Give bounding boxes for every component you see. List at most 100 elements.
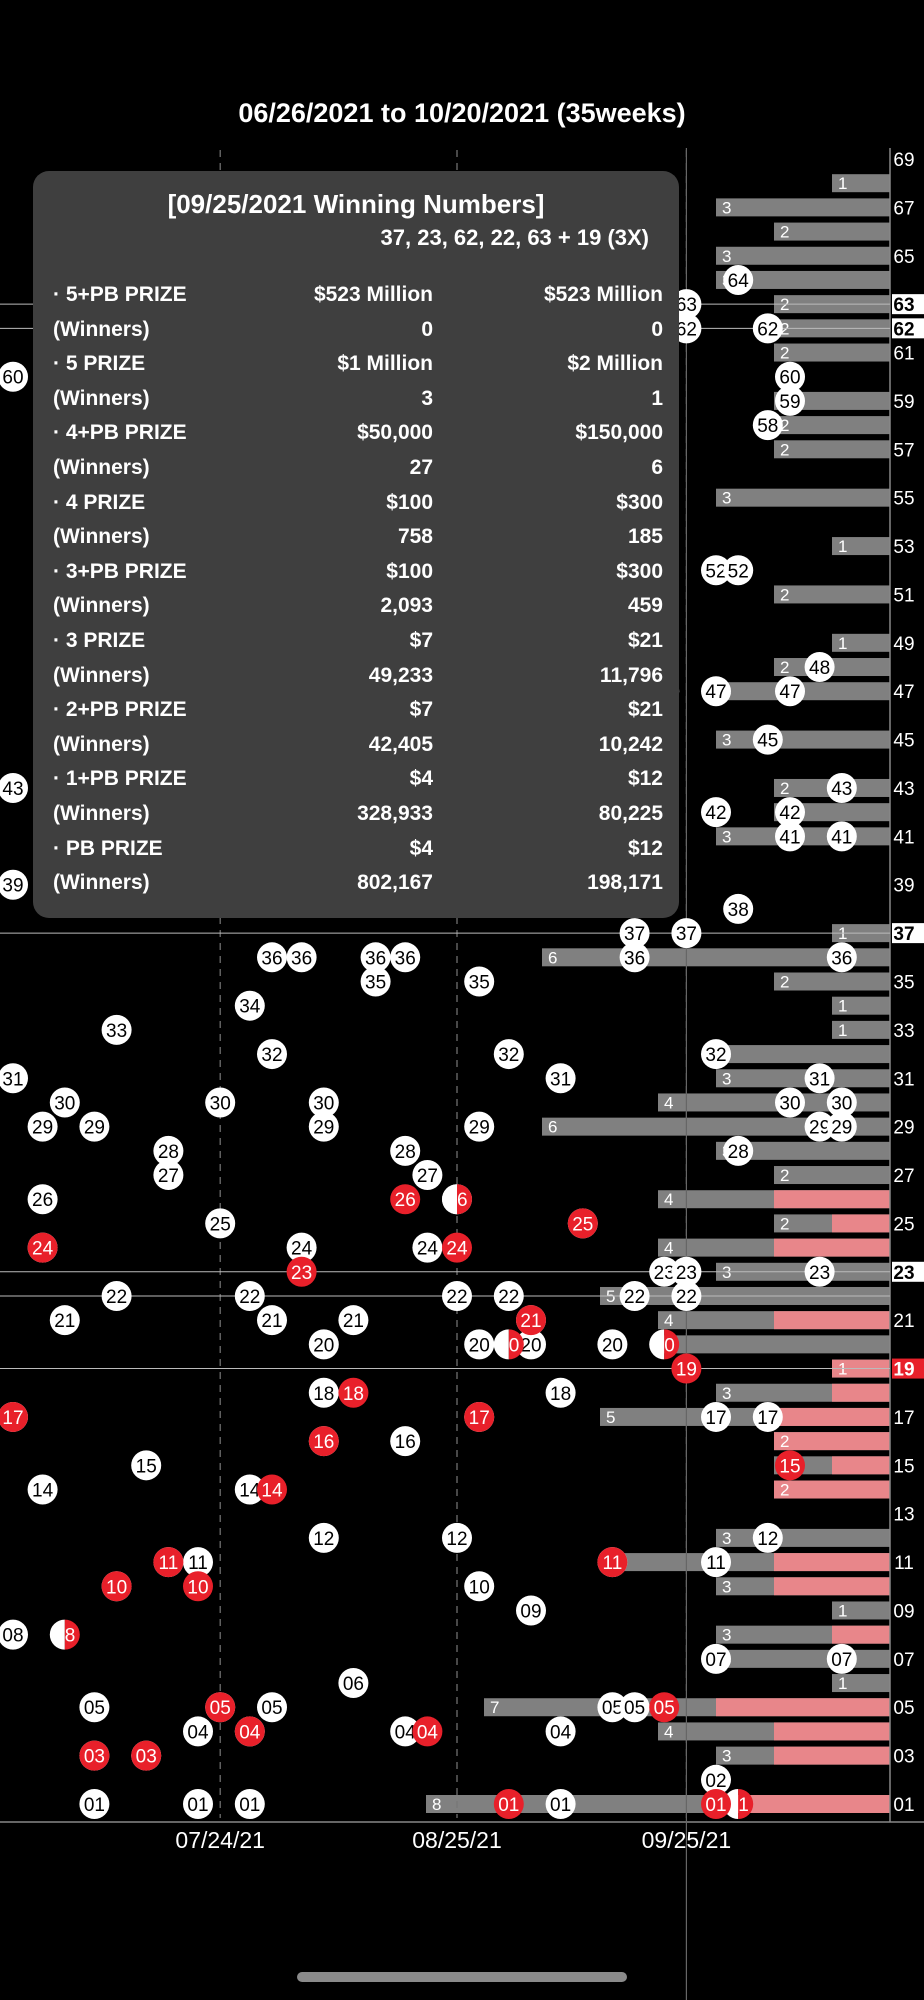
ball-marker[interactable]: 11: [183, 1547, 213, 1578]
ball-marker[interactable]: 31: [545, 1063, 576, 1094]
ball-marker[interactable]: 14: [234, 1474, 265, 1505]
ball-marker[interactable]: 22: [101, 1280, 132, 1311]
ball-marker[interactable]: 20: [516, 1329, 546, 1360]
ball-marker[interactable]: 21: [257, 1305, 287, 1336]
ball-marker[interactable]: 10: [464, 1571, 495, 1602]
powerball-marker[interactable]: 15: [775, 1450, 805, 1481]
ball-marker[interactable]: 15: [131, 1450, 162, 1481]
ball-marker[interactable]: 34: [234, 990, 265, 1021]
ball-marker[interactable]: 04: [183, 1716, 213, 1747]
powerball-marker[interactable]: 18: [338, 1377, 369, 1408]
powerball-marker[interactable]: 14: [257, 1474, 287, 1505]
ball-marker[interactable]: 35: [360, 966, 391, 997]
ball-marker[interactable]: 42: [701, 797, 731, 828]
powerball-marker[interactable]: 11: [597, 1547, 628, 1578]
ball-marker[interactable]: 20: [308, 1329, 339, 1360]
powerball-marker[interactable]: 10: [101, 1571, 132, 1602]
ball-marker[interactable]: 60: [775, 361, 805, 392]
ball-marker[interactable]: 24: [286, 1232, 317, 1263]
ball-marker[interactable]: 23: [671, 1256, 702, 1287]
ball-marker[interactable]: 36: [286, 942, 317, 973]
ball-marker[interactable]: 38: [723, 893, 754, 924]
ball-marker[interactable]: 62: [752, 313, 783, 344]
powerball-marker[interactable]: 01: [493, 1789, 524, 1819]
ball-marker[interactable]: 01: [79, 1789, 110, 1819]
ball-marker[interactable]: 32: [701, 1039, 731, 1070]
ball-marker[interactable]: 41: [775, 821, 805, 852]
ball-marker[interactable]: 37: [619, 918, 650, 949]
ball-marker[interactable]: 36: [360, 942, 391, 973]
ball-marker[interactable]: 33: [101, 1014, 132, 1045]
ball-marker[interactable]: 20: [649, 1329, 680, 1360]
ball-marker[interactable]: 26: [27, 1184, 58, 1215]
ball-marker[interactable]: 23: [649, 1256, 680, 1287]
ball-marker[interactable]: 01: [545, 1789, 576, 1819]
ball-marker[interactable]: 02: [701, 1764, 731, 1795]
ball-marker[interactable]: 05: [257, 1692, 287, 1723]
ball-marker[interactable]: 28: [723, 1135, 754, 1166]
ball-marker[interactable]: 09: [516, 1595, 546, 1626]
ball-marker[interactable]: 47: [701, 676, 731, 707]
powerball-marker[interactable]: 05: [649, 1692, 680, 1723]
ball-marker[interactable]: 42: [775, 797, 805, 828]
ball-marker[interactable]: 12: [308, 1522, 339, 1553]
ball-marker[interactable]: 64: [723, 264, 754, 295]
ball-marker[interactable]: 22: [493, 1280, 524, 1311]
ball-marker[interactable]: 32: [493, 1039, 524, 1070]
ball-marker[interactable]: 31: [0, 1063, 28, 1094]
ball-marker[interactable]: 41: [826, 821, 857, 852]
ball-marker[interactable]: 30: [49, 1087, 80, 1118]
ball-marker[interactable]: 30: [308, 1087, 339, 1118]
ball-marker[interactable]: 04: [390, 1716, 421, 1747]
ball-marker[interactable]: 27: [153, 1160, 184, 1191]
ball-marker[interactable]: 39: [0, 869, 28, 900]
powerball-marker[interactable]: 21: [516, 1305, 546, 1336]
ball-marker[interactable]: 26: [442, 1184, 473, 1215]
ball-marker[interactable]: 05: [597, 1692, 628, 1723]
powerball-marker[interactable]: 05: [205, 1692, 236, 1723]
ball-marker[interactable]: 58: [752, 410, 783, 441]
ball-marker[interactable]: 30: [205, 1087, 236, 1118]
ball-marker[interactable]: 14: [27, 1474, 58, 1505]
ball-marker[interactable]: 52: [701, 555, 731, 586]
ball-marker[interactable]: 18: [545, 1377, 576, 1408]
ball-marker[interactable]: 43: [0, 772, 28, 803]
ball-marker[interactable]: 08: [0, 1619, 28, 1650]
ball-marker[interactable]: 36: [826, 942, 857, 973]
ball-marker[interactable]: 43: [826, 772, 857, 803]
ball-marker[interactable]: 36: [619, 942, 650, 973]
ball-marker[interactable]: 06: [338, 1668, 369, 1699]
ball-marker[interactable]: 31: [804, 1063, 835, 1094]
ball-marker[interactable]: 11: [701, 1547, 731, 1578]
ball-marker[interactable]: 36: [257, 942, 287, 973]
ball-marker[interactable]: 29: [308, 1111, 339, 1142]
powerball-marker[interactable]: 03: [131, 1740, 162, 1771]
ball-marker[interactable]: 17: [752, 1401, 783, 1432]
ball-marker[interactable]: 28: [153, 1135, 184, 1166]
ball-marker[interactable]: 24: [412, 1232, 443, 1263]
ball-marker[interactable]: 36: [390, 942, 421, 973]
ball-marker[interactable]: 27: [412, 1160, 443, 1191]
ball-marker[interactable]: 48: [804, 652, 835, 683]
ball-marker[interactable]: 12: [442, 1522, 472, 1553]
powerball-marker[interactable]: 17: [0, 1401, 28, 1432]
powerball-marker[interactable]: 19: [671, 1353, 702, 1384]
ball-marker[interactable]: 22: [619, 1280, 650, 1311]
ball-marker[interactable]: 45: [752, 724, 783, 755]
ball-marker[interactable]: 12: [752, 1522, 783, 1553]
ball-marker[interactable]: 22: [442, 1280, 472, 1311]
ball-marker[interactable]: 23: [804, 1256, 835, 1287]
ball-marker[interactable]: 22: [234, 1280, 265, 1311]
ball-marker[interactable]: 08: [49, 1619, 80, 1650]
ball-marker[interactable]: 59: [775, 385, 805, 416]
ball-marker[interactable]: 05: [79, 1692, 110, 1723]
powerball-marker[interactable]: 10: [183, 1571, 213, 1602]
ball-marker[interactable]: 30: [826, 1087, 857, 1118]
powerball-marker[interactable]: 24: [27, 1232, 58, 1263]
ball-marker[interactable]: 22: [671, 1280, 702, 1311]
ball-marker[interactable]: 47: [775, 676, 805, 707]
ball-marker[interactable]: 20: [493, 1329, 524, 1360]
ball-marker[interactable]: 17: [701, 1401, 731, 1432]
powerball-marker[interactable]: 26: [390, 1184, 421, 1215]
ball-marker[interactable]: 52: [723, 555, 754, 586]
